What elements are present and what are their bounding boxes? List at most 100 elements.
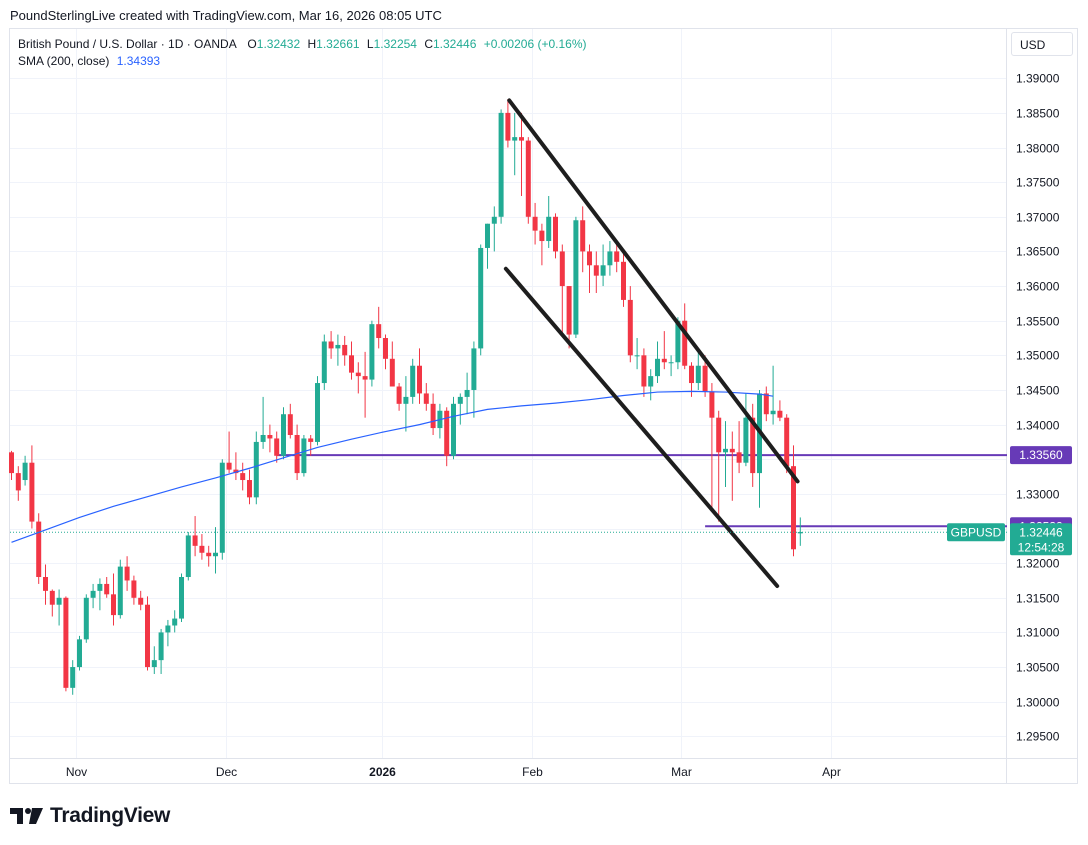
- candle-body[interactable]: [580, 220, 586, 252]
- candle-body[interactable]: [491, 216, 497, 224]
- candle-body[interactable]: [519, 137, 524, 141]
- candle-body[interactable]: [457, 396, 463, 404]
- candle-body[interactable]: [471, 348, 477, 390]
- candle-body[interactable]: [83, 597, 89, 640]
- candle-body[interactable]: [376, 324, 382, 339]
- candle-body[interactable]: [9, 452, 14, 474]
- candle-body[interactable]: [566, 286, 572, 335]
- candle-body[interactable]: [627, 299, 633, 356]
- candle-body[interactable]: [138, 597, 144, 605]
- candle-body[interactable]: [512, 137, 518, 141]
- legend-sma-label[interactable]: SMA (200, close): [18, 54, 110, 68]
- candle-body[interactable]: [451, 403, 456, 456]
- candle-body[interactable]: [750, 417, 756, 474]
- candle-body[interactable]: [321, 341, 327, 384]
- candle-body[interactable]: [145, 604, 150, 668]
- candle-body[interactable]: [15, 473, 21, 491]
- channel-trendline[interactable]: [503, 266, 780, 589]
- candle-body[interactable]: [315, 383, 320, 442]
- candle-body[interactable]: [274, 438, 280, 456]
- candle-body[interactable]: [287, 414, 293, 435]
- candle-body[interactable]: [546, 216, 552, 242]
- candle-body[interactable]: [423, 393, 429, 404]
- candle-body[interactable]: [675, 320, 681, 363]
- candle-body[interactable]: [614, 251, 620, 262]
- candle-body[interactable]: [281, 414, 286, 456]
- candle-body[interactable]: [621, 261, 626, 300]
- candle-body[interactable]: [90, 590, 96, 598]
- candle-body[interactable]: [539, 230, 545, 242]
- candle-body[interactable]: [485, 223, 490, 248]
- candle-body[interactable]: [661, 358, 667, 363]
- candle-body[interactable]: [532, 216, 538, 231]
- candle-body[interactable]: [668, 362, 674, 364]
- candle-body[interactable]: [97, 583, 103, 591]
- candle-body[interactable]: [478, 247, 484, 349]
- candle-body[interactable]: [607, 251, 613, 266]
- candle-body[interactable]: [308, 438, 314, 442]
- candle-body[interactable]: [464, 389, 470, 397]
- candle-body[interactable]: [729, 448, 735, 453]
- candle-body[interactable]: [199, 545, 205, 553]
- candle-body[interactable]: [301, 438, 307, 474]
- candle-body[interactable]: [226, 462, 232, 470]
- candle-body[interactable]: [430, 403, 436, 429]
- candle-body[interactable]: [165, 625, 171, 633]
- candle-body[interactable]: [77, 639, 82, 668]
- candle-body[interactable]: [559, 251, 565, 287]
- channel-trendline[interactable]: [507, 98, 800, 484]
- candle-body[interactable]: [695, 365, 701, 384]
- candle-body[interactable]: [655, 358, 660, 377]
- candle-body[interactable]: [777, 410, 783, 418]
- candle-body[interactable]: [158, 632, 164, 661]
- candle-body[interactable]: [723, 448, 728, 453]
- candle-body[interactable]: [648, 376, 654, 387]
- candle-body[interactable]: [641, 355, 647, 387]
- candle-body[interactable]: [770, 410, 776, 415]
- candle-body[interactable]: [70, 667, 76, 688]
- candle-body[interactable]: [349, 355, 354, 373]
- candle-body[interactable]: [593, 265, 599, 276]
- candle-body[interactable]: [219, 462, 225, 553]
- candle-body[interactable]: [797, 531, 803, 534]
- candle-body[interactable]: [689, 365, 694, 384]
- candle-body[interactable]: [131, 580, 137, 598]
- candle-body[interactable]: [600, 265, 606, 276]
- currency-selector[interactable]: USD: [1011, 32, 1073, 56]
- candle-body[interactable]: [743, 417, 749, 463]
- candle-body[interactable]: [267, 434, 273, 439]
- candle-body[interactable]: [240, 473, 246, 481]
- candle-body[interactable]: [124, 566, 130, 581]
- candle-body[interactable]: [247, 480, 252, 498]
- candle-body[interactable]: [573, 220, 579, 335]
- candle-body[interactable]: [151, 660, 157, 668]
- candle-body[interactable]: [369, 324, 375, 380]
- candle-body[interactable]: [553, 216, 558, 252]
- candle-body[interactable]: [355, 372, 361, 377]
- candle-body[interactable]: [260, 434, 266, 442]
- candle-body[interactable]: [206, 552, 212, 557]
- candle-body[interactable]: [29, 462, 35, 522]
- candle-body[interactable]: [498, 112, 504, 217]
- candle-body[interactable]: [63, 597, 69, 688]
- candle-body[interactable]: [328, 341, 334, 349]
- candle-body[interactable]: [383, 338, 388, 359]
- candle-body[interactable]: [763, 393, 769, 415]
- candle-body[interactable]: [49, 590, 55, 605]
- candle-body[interactable]: [362, 376, 368, 380]
- candle-body[interactable]: [587, 251, 592, 266]
- candle-body[interactable]: [104, 583, 110, 595]
- candle-body[interactable]: [682, 320, 688, 366]
- candle-body[interactable]: [702, 365, 708, 392]
- tradingview-logo[interactable]: TradingView: [10, 803, 170, 829]
- candle-body[interactable]: [784, 417, 790, 467]
- candle-body[interactable]: [505, 112, 511, 141]
- candle-body[interactable]: [36, 521, 42, 578]
- candle-body[interactable]: [417, 365, 422, 394]
- candle-body[interactable]: [342, 344, 348, 356]
- candle-body[interactable]: [444, 410, 450, 456]
- candle-body[interactable]: [22, 462, 28, 481]
- candle-body[interactable]: [56, 597, 62, 605]
- candle-body[interactable]: [410, 365, 416, 397]
- candle-body[interactable]: [179, 577, 184, 619]
